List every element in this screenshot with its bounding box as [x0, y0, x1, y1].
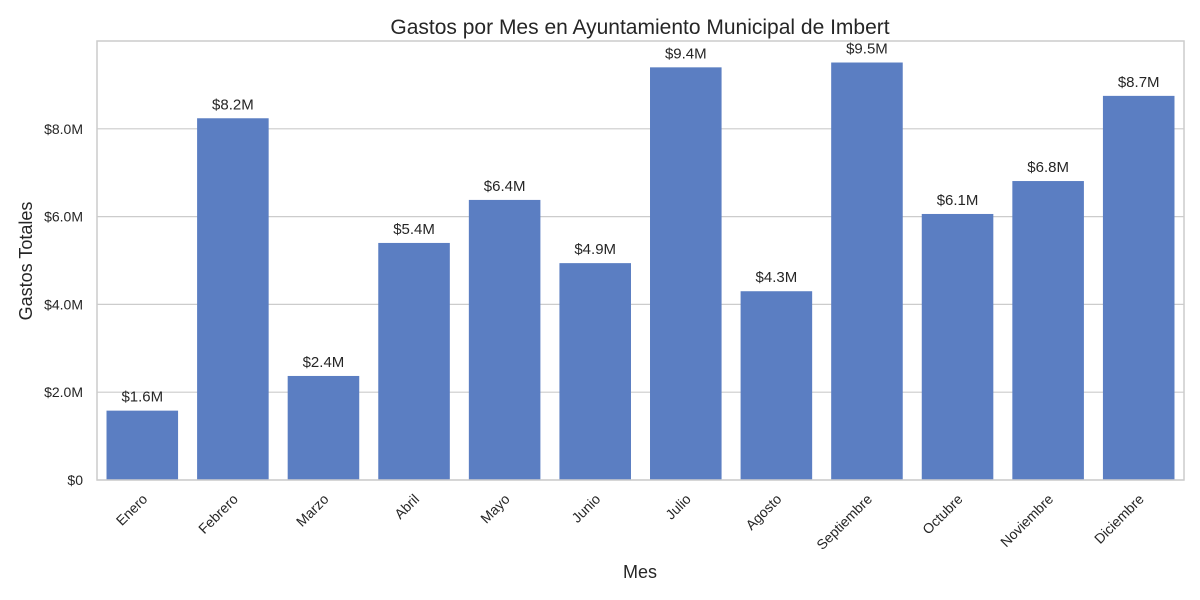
bar: [468, 199, 541, 480]
x-tick-label: Octubre: [919, 491, 966, 538]
bar: [1102, 95, 1175, 480]
data-labels: $1.6M $8.2M $2.4M $5.4M $6.4M $4.9M $9.4M $4.3M…: [121, 41, 1159, 406]
x-axis-label: Mes: [623, 562, 657, 582]
x-tick-label: Febrero: [195, 491, 241, 537]
y-tick-label: $4.0M: [44, 296, 83, 312]
bar: [921, 213, 994, 480]
bar: [378, 242, 450, 480]
x-tick-label: Abril: [391, 491, 422, 522]
bar-value-label: $6.1M: [937, 192, 979, 209]
y-tick-label: $8.0M: [44, 121, 83, 137]
y-axis-ticks: $0 $2.0M $4.0M $6.0M $8.0M: [44, 121, 83, 488]
x-tick-label: Noviembre: [997, 491, 1056, 550]
plot-frame: [96, 40, 1185, 481]
bar-value-label: $9.5M: [846, 41, 888, 58]
bar-value-label: $9.4M: [665, 45, 707, 62]
x-axis-ticks: Enero Febrero Marzo Abril Mayo Junio Julio Agos…: [113, 491, 1147, 553]
bar-value-label: $8.7M: [1118, 74, 1160, 91]
bar-value-label: $4.3M: [756, 269, 798, 286]
bar-value-label: $4.9M: [574, 241, 616, 258]
bar: [1012, 181, 1084, 480]
x-tick-label: Marzo: [293, 491, 332, 530]
bar-value-label: $2.4M: [303, 354, 345, 371]
x-tick-label: Junio: [568, 491, 603, 526]
bar: [287, 375, 360, 480]
y-axis-label: Gastos Totales: [16, 202, 36, 321]
y-tick-label: $2.0M: [44, 384, 83, 400]
bar-value-label: $8.2M: [212, 96, 254, 113]
bar-value-label: $6.8M: [1027, 159, 1069, 176]
bar: [740, 291, 813, 480]
y-tick-label: $6.0M: [44, 209, 83, 225]
x-tick-label: Julio: [662, 491, 694, 523]
x-tick-label: Agosto: [742, 491, 784, 533]
bar-value-label: $1.6M: [121, 389, 163, 406]
bar-value-label: $5.4M: [393, 221, 435, 238]
x-tick-label: Diciembre: [1091, 491, 1147, 547]
x-tick-label: Septiembre: [813, 491, 875, 553]
bar: [197, 118, 269, 480]
bar: [831, 62, 903, 481]
bar: [106, 410, 179, 480]
y-tick-label: $0: [67, 472, 83, 488]
x-tick-label: Enero: [113, 491, 151, 529]
chart-title: Gastos por Mes en Ayuntamiento Municipal…: [390, 16, 889, 39]
bar: [650, 67, 722, 480]
bar-value-label: $6.4M: [484, 178, 526, 195]
bars: [106, 62, 1175, 481]
x-tick-label: Mayo: [477, 491, 513, 527]
bar: [559, 263, 631, 480]
